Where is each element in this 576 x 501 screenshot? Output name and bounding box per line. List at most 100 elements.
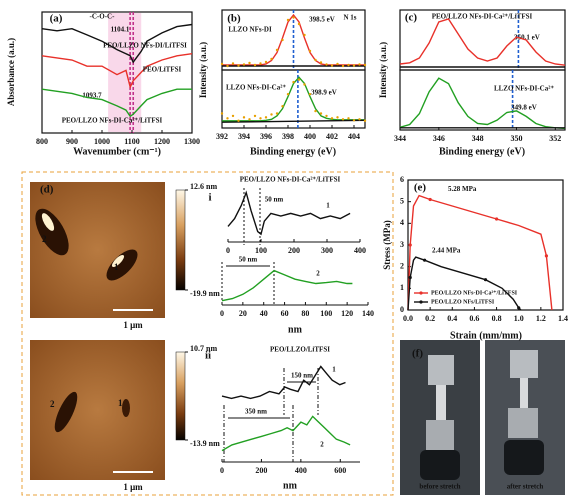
data-point — [319, 61, 323, 64]
x-tick-label: 394 — [238, 132, 250, 141]
data-line — [399, 18, 566, 66]
x-tick-label: 0.4 — [447, 314, 457, 323]
data-point — [297, 22, 301, 26]
data-point — [325, 63, 328, 66]
colorbar-label: -19.9 nm — [190, 289, 220, 298]
y-tick-label: 2 — [400, 261, 404, 270]
y-axis-label: Intensity (a.u.) — [378, 42, 388, 98]
data-point — [358, 63, 361, 66]
y-tick-label: 4 — [400, 218, 404, 227]
colorbar-label: 10.7 nm — [190, 344, 217, 353]
scale-bar-label: 1 μm — [123, 320, 143, 330]
data-point — [270, 57, 273, 61]
data-line — [221, 415, 351, 452]
data-point — [336, 62, 339, 66]
x-tick-label: 1.2 — [536, 314, 546, 323]
series-label: 2 — [316, 270, 320, 278]
data-point — [319, 112, 323, 115]
data-line — [221, 119, 366, 123]
data-point — [237, 119, 240, 122]
afm-feature — [122, 399, 130, 417]
annotation: 50 nm — [265, 196, 284, 204]
afm-image — [30, 182, 165, 318]
annotation: N 1s — [343, 14, 356, 22]
data-point — [314, 58, 317, 62]
data-point — [264, 116, 268, 119]
x-axis-label: Binding energy (eV) — [439, 146, 525, 157]
data-line — [221, 269, 353, 302]
data-point — [308, 49, 312, 53]
legend-marker — [419, 291, 423, 295]
axes-frame — [221, 69, 366, 129]
data-point — [231, 114, 235, 118]
chart-title: PEO/LLZO NFs-DI-Ca²⁺/LiTFSI — [240, 176, 341, 184]
colorbar — [175, 351, 186, 441]
x-tick-label: 80 — [301, 309, 309, 318]
x-tick-label: 392 — [216, 132, 228, 141]
data-point — [248, 118, 251, 121]
annotation: 1093.7 — [82, 92, 102, 100]
panel-label: (b) — [227, 13, 241, 25]
data-point — [347, 117, 350, 120]
annotation: 350.1 eV — [514, 34, 540, 42]
x-axis-label: Wavenumber (cm⁻¹) — [73, 146, 161, 157]
panel-label: (a) — [50, 13, 63, 25]
data-point — [275, 48, 279, 52]
data-line — [41, 88, 192, 118]
afm-feature — [54, 391, 78, 433]
annotation: 350 nm — [245, 408, 267, 416]
annotation: 349.8 eV — [511, 104, 537, 112]
data-point — [303, 33, 306, 37]
panel-label: (c) — [405, 12, 418, 24]
x-tick-label: 398 — [282, 132, 294, 141]
x-tick-label: 120 — [341, 309, 353, 318]
photo-caption: before stretch — [419, 483, 460, 491]
series-label: LLZO NFs-DI-Ca²⁺ — [226, 84, 286, 92]
data-point — [408, 275, 412, 280]
data-point — [363, 119, 367, 122]
data-point — [270, 113, 273, 116]
data-point — [292, 80, 295, 84]
y-axis-label: Absorbance (a.u.) — [6, 38, 16, 106]
x-tick-label: 0 — [220, 466, 224, 475]
annotation: 50 nm — [239, 256, 258, 264]
grip — [426, 420, 454, 450]
afm-feature — [111, 254, 125, 268]
axes-frame — [41, 11, 193, 134]
legend-marker — [419, 300, 423, 304]
x-tick-label: 900 — [66, 137, 78, 146]
data-point — [231, 62, 235, 65]
x-tick-label: 400 — [304, 132, 316, 141]
data-line — [222, 13, 365, 66]
x-tick-label: 100 — [255, 246, 267, 255]
x-axis-label: Strain (mm/mm) — [450, 330, 522, 341]
data-point — [248, 61, 251, 65]
data-point — [408, 243, 412, 247]
series-label: 1 — [332, 366, 336, 374]
y-tick-label: 5 — [400, 196, 404, 205]
x-tick-label: 396 — [260, 132, 272, 141]
data-line — [41, 53, 193, 90]
data-point — [281, 38, 284, 42]
afm-feature — [106, 249, 138, 281]
image-label: i — [208, 192, 211, 204]
feature-marker: 2 — [42, 234, 47, 244]
annotation: 398.9 eV — [311, 89, 337, 97]
legend-label: PEO/LLZO NFs-DI-Ca²⁺/LiTFSI — [431, 289, 518, 296]
data-point — [428, 197, 432, 202]
feature-marker: 1 — [118, 398, 123, 408]
specimen — [520, 378, 528, 408]
annotation: 2.44 MPa — [432, 247, 461, 255]
axes-frame — [399, 69, 566, 131]
data-point — [423, 258, 427, 262]
annotation: 150 nm — [291, 372, 313, 380]
data-point — [242, 116, 246, 119]
afm-feature — [41, 213, 55, 231]
data-point — [336, 116, 339, 119]
x-tick-label: 60 — [281, 309, 289, 318]
data-point — [286, 18, 290, 22]
data-point — [253, 114, 257, 118]
data-point — [220, 112, 224, 115]
data-point — [325, 114, 328, 118]
colorbar — [175, 189, 186, 291]
